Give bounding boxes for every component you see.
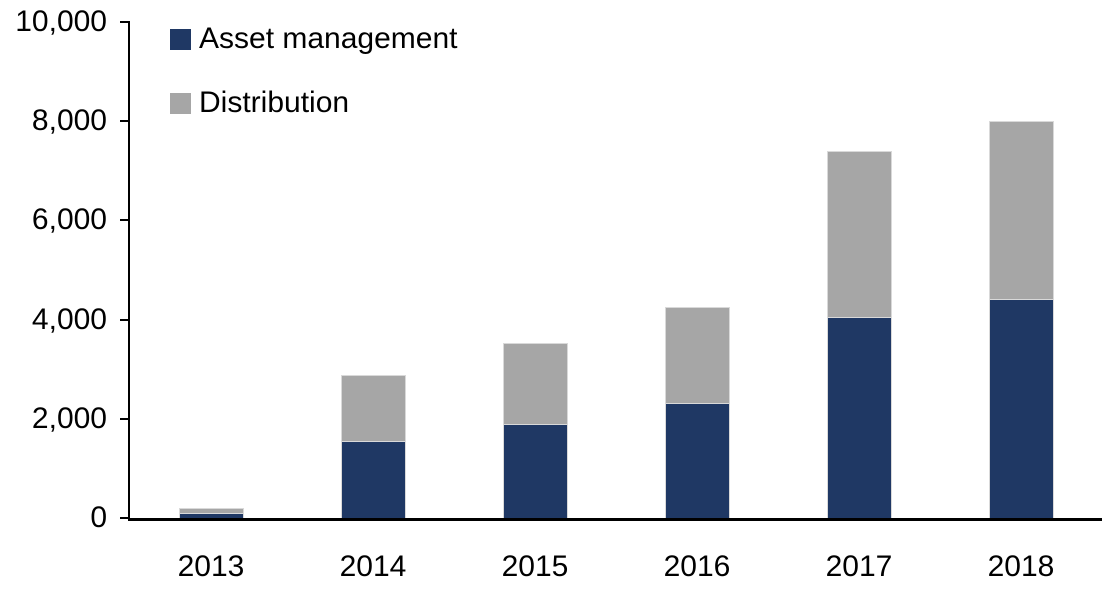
bar-segment-asset-management-2013 (178, 513, 244, 518)
bar-segment-asset-management-2015 (502, 423, 568, 518)
y-axis-tick-mark (120, 219, 130, 222)
bar-segment-asset-management-2016 (664, 402, 730, 518)
distribution-swatch-icon (170, 92, 191, 114)
legend: Asset management Distribution (170, 22, 457, 120)
y-axis-tick-label: 10,000 (15, 5, 107, 38)
x-axis-tick-label: 2018 (987, 550, 1055, 583)
y-axis-tick-label: 8,000 (31, 104, 107, 138)
x-axis-tick-label: 2014 (339, 550, 407, 583)
y-axis-tick-mark (120, 21, 130, 23)
y-axis-tick-label: 2,000 (31, 401, 107, 435)
x-axis-line (128, 518, 1102, 521)
x-axis-tick-label: 2013 (177, 550, 245, 583)
x-axis-tick-label: 2016 (663, 550, 731, 583)
y-axis-tick-label: 6,000 (31, 203, 107, 237)
bar-segment-asset-management-2014 (340, 441, 406, 518)
bar-segment-distribution-2013 (178, 508, 244, 514)
y-axis-tick-mark (120, 417, 130, 420)
bar-segment-asset-management-2017 (826, 317, 892, 518)
legend-label-asset-management: Asset management (199, 22, 458, 55)
y-axis-line (128, 21, 130, 521)
bar-segment-distribution-2016 (664, 307, 730, 403)
legend-label-distribution: Distribution (199, 86, 350, 119)
y-axis-tick-mark (120, 120, 130, 123)
asset-management-swatch-icon (170, 28, 191, 50)
y-axis-tick-mark (120, 517, 130, 519)
x-axis-tick-label: 2017 (825, 550, 893, 583)
bar-segment-asset-management-2018 (988, 298, 1054, 518)
bar-segment-distribution-2018 (988, 121, 1054, 299)
y-axis-tick-label: 0 (90, 501, 107, 534)
bar-segment-distribution-2015 (502, 343, 568, 424)
legend-item-distribution: Distribution (170, 86, 457, 120)
x-axis-tick-label: 2015 (501, 550, 569, 583)
y-axis-tick-mark (120, 318, 130, 321)
bar-segment-distribution-2017 (826, 150, 892, 318)
y-axis-tick-label: 4,000 (31, 302, 107, 336)
bar-segment-distribution-2014 (340, 375, 406, 442)
legend-item-asset-management: Asset management (170, 22, 457, 56)
